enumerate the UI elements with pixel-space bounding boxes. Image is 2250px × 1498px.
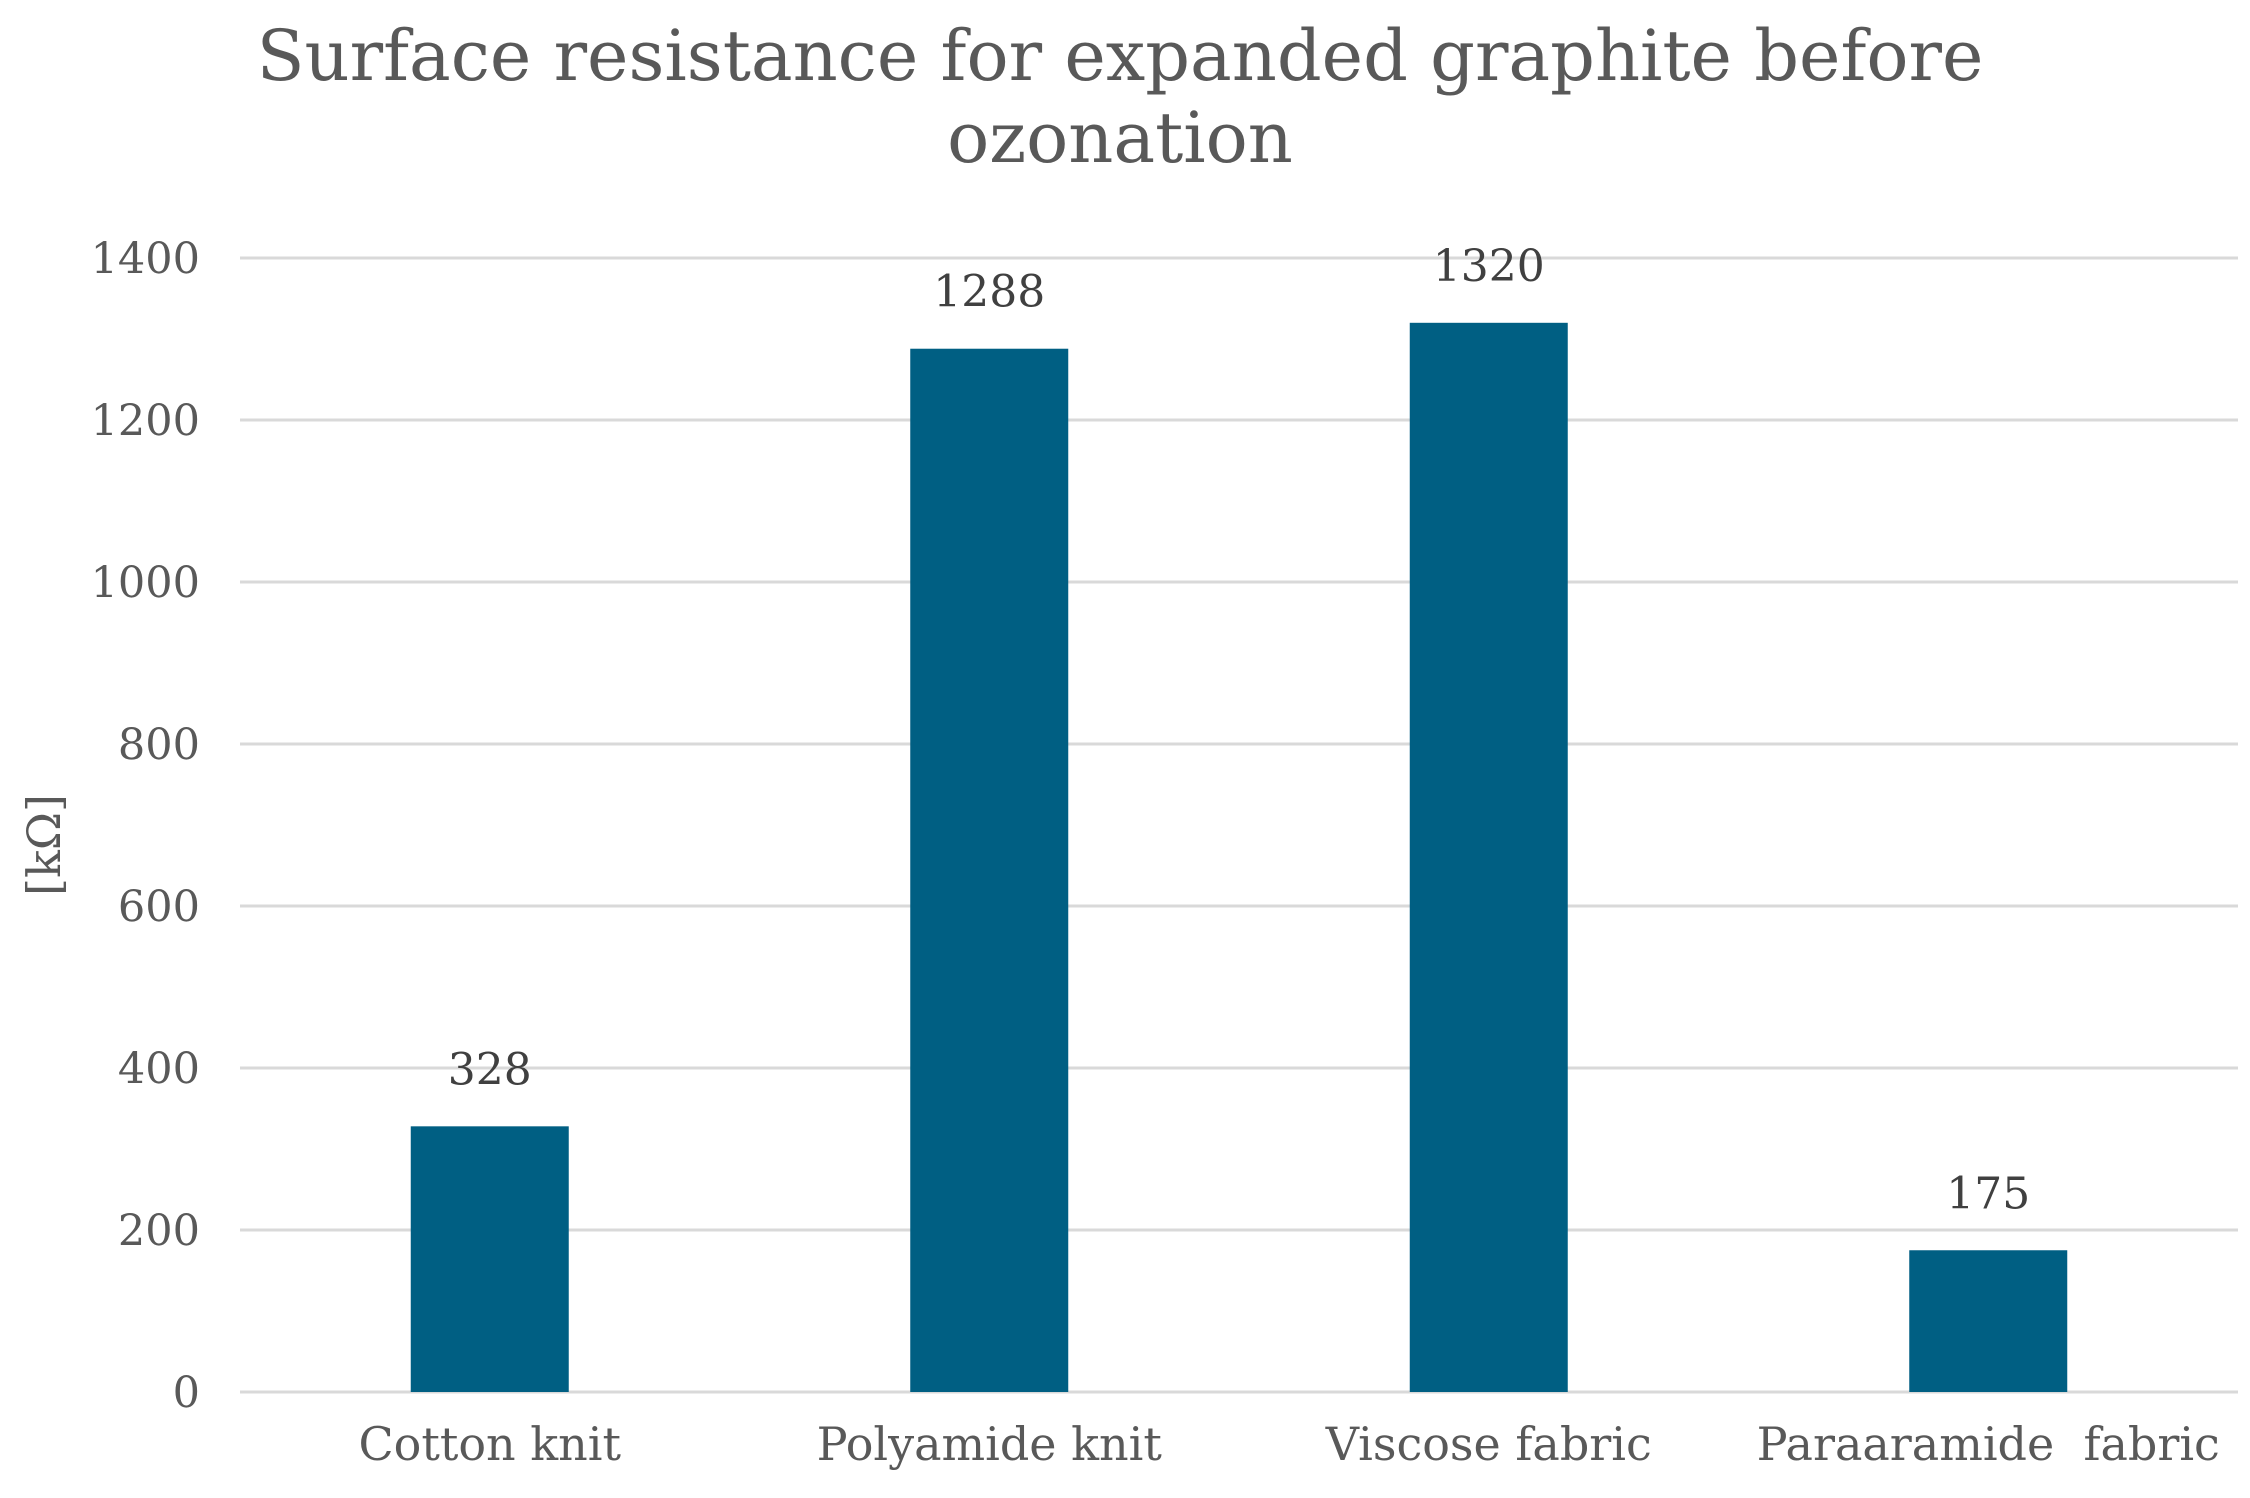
y-tick-label: 800: [118, 720, 200, 770]
x-category-label: Cotton knit: [358, 1417, 621, 1471]
y-tick-label: 0: [173, 1368, 200, 1418]
y-tick-label: 1000: [91, 558, 200, 608]
x-axis-categories: Cotton knit Polyamide knit Viscose fabric P…: [358, 1417, 2219, 1471]
y-axis-ticks: 0 200 400 600 800 1000 1200 1400: [91, 234, 200, 1418]
bar: [910, 348, 1069, 1393]
y-tick-label: 600: [118, 882, 200, 932]
y-tick-label: 1400: [91, 234, 200, 284]
y-axis-label: [kΩ]: [17, 794, 71, 896]
y-tick-label: 200: [118, 1206, 200, 1256]
data-label: 1320: [1433, 241, 1545, 292]
chart-title-line-2: ozonation: [947, 97, 1293, 179]
gridlines: [240, 256, 2238, 1394]
chart-title: Surface resistance for expanded graphite…: [257, 15, 1984, 179]
bars: [410, 322, 2068, 1393]
data-labels: 328 1288 1320 175: [448, 241, 2030, 1219]
bar: [410, 1126, 569, 1392]
data-label: 328: [448, 1044, 532, 1095]
y-tick-label: 1200: [91, 396, 200, 446]
x-category-label: Paraaramide fabric: [1757, 1417, 2220, 1471]
x-category-label: Viscose fabric: [1325, 1417, 1652, 1471]
bar: [1409, 322, 1568, 1392]
data-label: 175: [1946, 1168, 2030, 1219]
bar: [1909, 1250, 2068, 1392]
data-label: 1288: [933, 267, 1045, 318]
chart-title-line-1: Surface resistance for expanded graphite…: [257, 15, 1984, 97]
y-tick-label: 400: [118, 1044, 200, 1094]
x-category-label: Polyamide knit: [817, 1417, 1163, 1471]
